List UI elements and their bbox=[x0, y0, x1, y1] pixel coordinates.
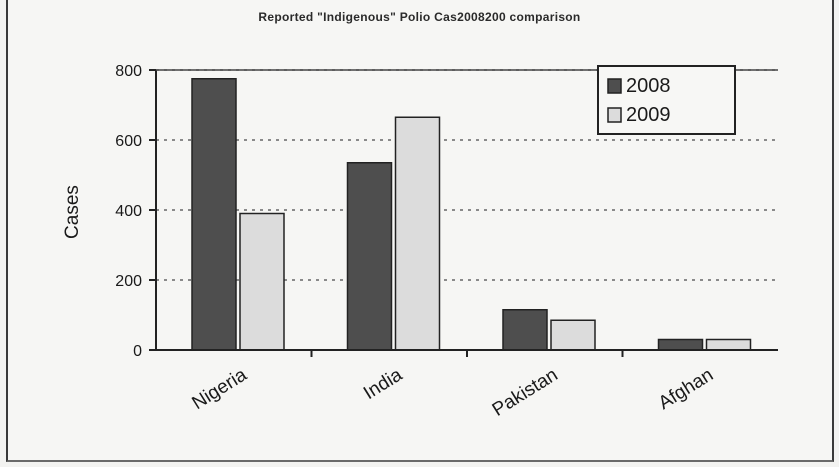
bar-2008-nigeria bbox=[191, 78, 237, 351]
legend-swatch-2008 bbox=[607, 78, 622, 94]
y-axis-label: Cases bbox=[62, 185, 83, 239]
y-tick-label: 800 bbox=[115, 63, 142, 80]
bar-2009-nigeria bbox=[239, 212, 285, 351]
x-category-label: India bbox=[360, 364, 406, 404]
legend-label-2009: 2009 bbox=[626, 104, 671, 126]
legend-label-2008: 2008 bbox=[626, 75, 671, 97]
y-tick-label: 0 bbox=[133, 343, 142, 360]
bar-2009-pakistan bbox=[550, 319, 596, 351]
x-category-label: Pakistan bbox=[489, 364, 562, 420]
y-tick-label: 200 bbox=[115, 273, 142, 290]
y-tick-label: 400 bbox=[115, 203, 142, 220]
bar-2008-pakistan bbox=[502, 309, 548, 351]
legend-swatch-2009 bbox=[607, 107, 622, 123]
bar-2009-afghan bbox=[705, 338, 752, 351]
x-category-label: Afghan bbox=[655, 364, 717, 414]
bar-2008-afghan bbox=[657, 338, 704, 351]
chart-title: Reported "Indigenous" Polio Cas2008200 c… bbox=[258, 10, 581, 24]
legend: 2008 2009 bbox=[597, 65, 736, 135]
bar-2008-india bbox=[346, 162, 393, 351]
y-tick-label: 600 bbox=[115, 133, 142, 150]
x-category-label: Nigeria bbox=[188, 364, 251, 414]
bar-2009-india bbox=[394, 116, 441, 351]
